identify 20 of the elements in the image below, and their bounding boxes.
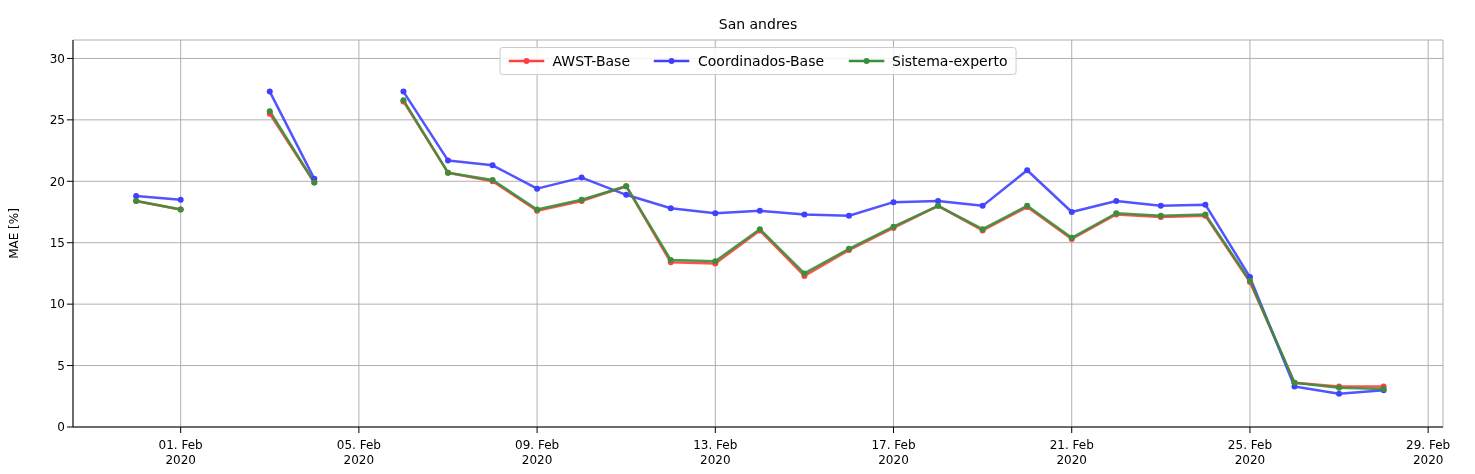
x-tick-label: 29. Feb 2020 [1406, 438, 1451, 467]
legend-label: Sistema-experto [892, 53, 1008, 69]
legend-label: AWST-Base [552, 53, 630, 69]
x-tick-label: 01. Feb 2020 [158, 438, 203, 467]
y-tick-label: 15 [49, 235, 65, 250]
legend-label: Coordinados-Base [698, 53, 825, 69]
y-axis-title: MAE [%] [7, 208, 22, 259]
x-tick-label: 13. Feb 2020 [693, 438, 738, 467]
x-tick-label: 05. Feb 2020 [336, 438, 381, 467]
x-tick-label: 17. Feb 2020 [871, 438, 916, 467]
y-tick-label: 5 [57, 358, 65, 373]
y-tick-label: 30 [49, 51, 65, 66]
y-tick-label: 25 [49, 113, 65, 128]
x-tick-label: 25. Feb 2020 [1227, 438, 1273, 467]
y-tick-label: 0 [57, 420, 65, 435]
x-tick-label: 09. Feb 2020 [515, 438, 560, 467]
x-tick-label: 21. Feb 2020 [1049, 438, 1094, 467]
y-tick-label: 20 [49, 174, 65, 189]
y-tick-label: 10 [49, 297, 65, 312]
chart-title: San andres [717, 16, 799, 32]
